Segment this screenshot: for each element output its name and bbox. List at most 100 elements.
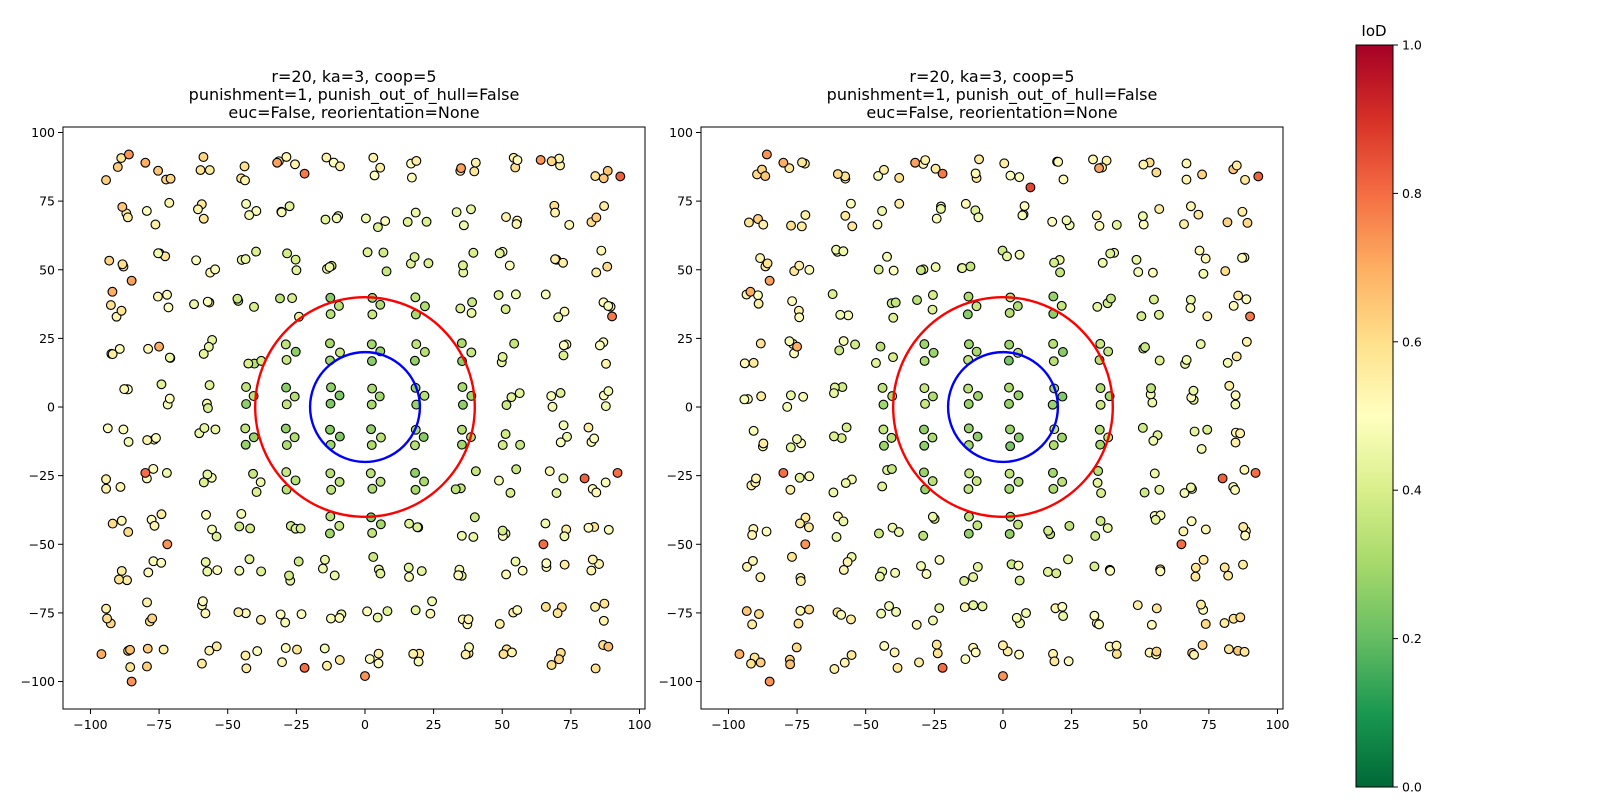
data-point	[320, 214, 331, 225]
data-point	[894, 198, 905, 209]
data-point	[403, 562, 414, 573]
data-point	[739, 358, 750, 369]
x-tick-label: 50	[1132, 717, 1148, 732]
data-point	[764, 676, 775, 687]
data-point	[1233, 290, 1244, 301]
data-point	[161, 467, 172, 478]
data-point	[142, 643, 153, 654]
data-point	[784, 163, 795, 174]
data-point	[1004, 339, 1015, 350]
data-point	[1250, 467, 1261, 478]
data-point	[500, 304, 511, 315]
data-point	[372, 222, 383, 233]
data-point	[409, 355, 420, 366]
data-point	[1064, 520, 1075, 531]
data-point	[281, 382, 292, 393]
data-point	[1146, 619, 1157, 630]
data-point	[615, 171, 626, 182]
data-point	[334, 390, 345, 401]
inner-radius-circle	[946, 350, 1060, 464]
y-tick-label: −25	[667, 468, 693, 483]
data-point	[147, 613, 158, 624]
data-point	[550, 254, 561, 265]
data-point	[281, 440, 292, 450]
data-point	[791, 642, 802, 653]
data-point	[141, 205, 152, 216]
data-point	[796, 221, 807, 232]
data-point	[1149, 468, 1160, 479]
data-point	[591, 212, 602, 223]
data-point	[794, 312, 805, 323]
data-point	[325, 424, 335, 435]
data-point	[742, 561, 752, 572]
x-tick-label: 0	[361, 717, 369, 732]
colorbar-tick-label: 0.6	[1402, 334, 1422, 349]
data-point	[458, 220, 469, 231]
left-axes-frame	[62, 126, 646, 710]
data-point	[544, 466, 555, 477]
data-point	[1188, 385, 1199, 396]
data-point	[550, 207, 561, 218]
data-point	[1196, 443, 1207, 454]
data-point	[540, 518, 551, 529]
data-point	[152, 291, 163, 302]
data-point	[156, 509, 167, 520]
data-point	[1138, 159, 1149, 170]
data-point	[163, 302, 174, 313]
y-tick-label: −100	[21, 674, 55, 689]
data-point	[962, 309, 973, 320]
data-point	[153, 165, 164, 176]
data-point	[1155, 566, 1166, 577]
data-point	[360, 213, 371, 224]
data-point	[200, 557, 211, 568]
data-point	[1095, 439, 1106, 450]
data-point	[494, 475, 504, 486]
data-point	[324, 338, 335, 349]
data-point	[828, 487, 839, 498]
data-point	[795, 518, 805, 529]
data-point	[937, 168, 948, 179]
data-point	[1051, 568, 1062, 579]
data-point	[1186, 516, 1197, 527]
data-point	[870, 358, 881, 368]
y-tick-label: −50	[667, 537, 693, 552]
data-point	[1238, 522, 1249, 532]
data-point	[244, 210, 255, 221]
data-point	[1197, 640, 1208, 650]
data-point	[559, 531, 570, 542]
data-point	[804, 604, 815, 615]
data-point	[755, 572, 766, 583]
data-point	[1048, 483, 1059, 494]
data-point	[1094, 220, 1105, 231]
data-point	[920, 155, 931, 166]
data-point	[838, 246, 849, 257]
data-point	[971, 301, 982, 312]
data-point	[191, 255, 202, 266]
data-point	[1049, 257, 1060, 268]
data-point	[290, 159, 300, 170]
data-point	[888, 312, 899, 323]
data-point	[325, 309, 336, 320]
data-point	[412, 522, 423, 533]
data-point	[927, 304, 938, 315]
left-panel: r=20, ka=3, coop=5 punishment=1, punish_…	[21, 67, 652, 732]
data-point	[409, 252, 420, 262]
data-point	[1004, 483, 1015, 494]
data-point	[910, 157, 921, 168]
data-point	[1048, 338, 1059, 349]
data-point	[931, 213, 942, 224]
data-point	[887, 391, 898, 402]
colorbar-tick-label: 1.0	[1402, 38, 1422, 53]
data-point	[467, 297, 478, 308]
data-point	[494, 618, 505, 629]
data-point	[411, 155, 422, 166]
data-point	[1237, 252, 1248, 263]
data-point	[1101, 155, 1112, 166]
x-tick-label: −50	[215, 717, 241, 732]
data-point	[600, 401, 611, 412]
data-point	[287, 293, 298, 304]
data-point	[603, 301, 614, 311]
data-point	[195, 165, 206, 176]
y-tick-label: 25	[677, 331, 693, 346]
data-point	[558, 257, 569, 268]
